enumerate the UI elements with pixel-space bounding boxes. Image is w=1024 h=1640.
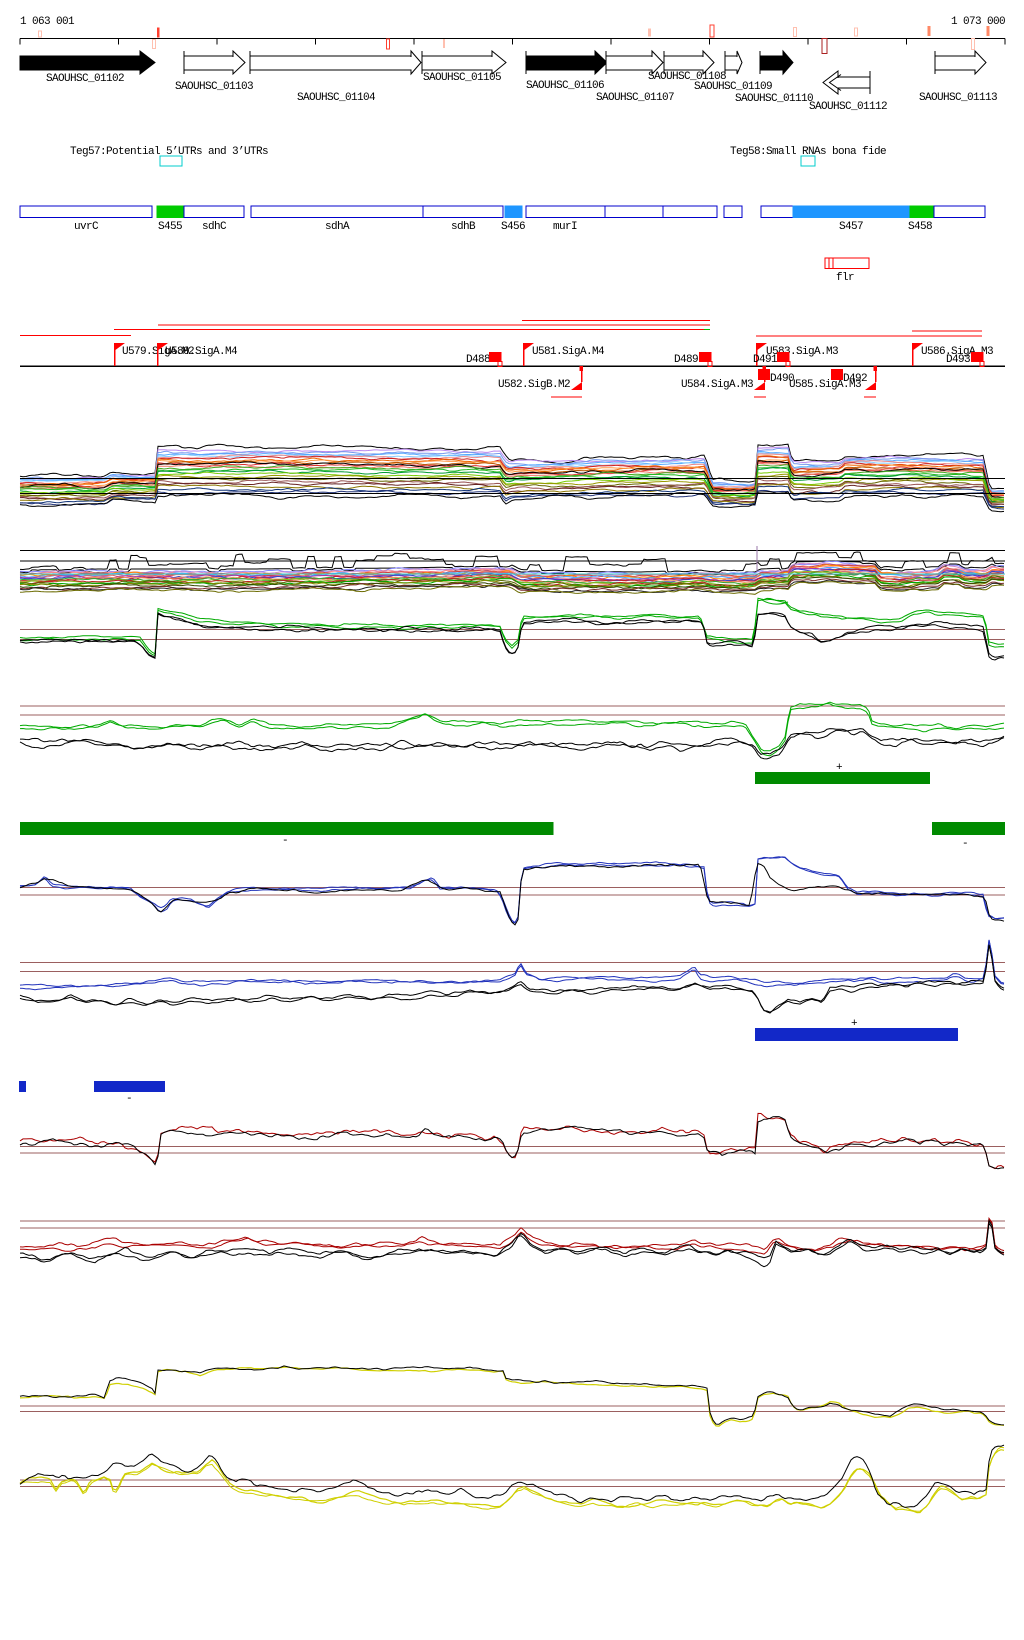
svg-text:SAOUHSC_01104: SAOUHSC_01104 [297,92,376,104]
svg-text:sdhA: sdhA [325,221,350,233]
svg-text:U582.SigB.M2: U582.SigB.M2 [498,379,570,391]
svg-text:uvrC: uvrC [74,221,99,233]
svg-text:SAOUHSC_01103: SAOUHSC_01103 [175,81,253,93]
svg-text:SAOUHSC_01113: SAOUHSC_01113 [919,92,997,104]
svg-text:S455: S455 [158,221,182,233]
svg-text:U579.SigA.M2: U579.SigA.M2 [122,346,194,358]
svg-text:+: + [836,762,843,774]
svg-text:D492: D492 [843,373,867,385]
svg-text:S456: S456 [501,221,525,233]
svg-text:D493: D493 [946,354,970,366]
svg-text:D491: D491 [753,354,778,366]
svg-text:U585.SigA.M3: U585.SigA.M3 [789,379,861,391]
svg-text:-: - [126,1093,133,1105]
svg-text:SAOUHSC_01105: SAOUHSC_01105 [423,72,501,84]
svg-text:-: - [962,838,969,850]
svg-text:U581.SigA.M4: U581.SigA.M4 [532,346,605,358]
svg-text:sdhC: sdhC [202,221,227,233]
svg-text:SAOUHSC_01106: SAOUHSC_01106 [526,80,604,92]
svg-text:U584.SigA.M3: U584.SigA.M3 [681,379,753,391]
svg-text:Teg58:Small RNAs bona fide: Teg58:Small RNAs bona fide [730,146,886,158]
svg-text:S457: S457 [839,221,863,233]
svg-text:+: + [851,1018,858,1030]
svg-text:SAOUHSC_01112: SAOUHSC_01112 [809,101,887,113]
svg-text:SAOUHSC_01107: SAOUHSC_01107 [596,92,674,104]
svg-text:1 073 000: 1 073 000 [951,16,1005,28]
svg-text:D489: D489 [674,354,698,366]
svg-text:S458: S458 [908,221,932,233]
svg-text:SAOUHSC_01102: SAOUHSC_01102 [46,73,124,85]
svg-text:D490: D490 [770,373,794,385]
svg-text:U580.SigA.M4: U580.SigA.M4 [165,346,238,358]
svg-text:Teg57:Potential 5’UTRs and 3’U: Teg57:Potential 5’UTRs and 3’UTRs [70,146,268,158]
svg-text:SAOUHSC_01109: SAOUHSC_01109 [694,81,772,93]
svg-text:D488: D488 [466,354,490,366]
svg-text:flr: flr [836,272,854,284]
svg-text:sdhB: sdhB [451,221,476,233]
svg-text:SAOUHSC_01108: SAOUHSC_01108 [648,71,726,83]
svg-text:1 063 001: 1 063 001 [20,16,75,28]
svg-text:SAOUHSC_01110: SAOUHSC_01110 [735,93,813,105]
svg-text:-: - [282,835,289,847]
svg-text:murI: murI [553,221,577,233]
